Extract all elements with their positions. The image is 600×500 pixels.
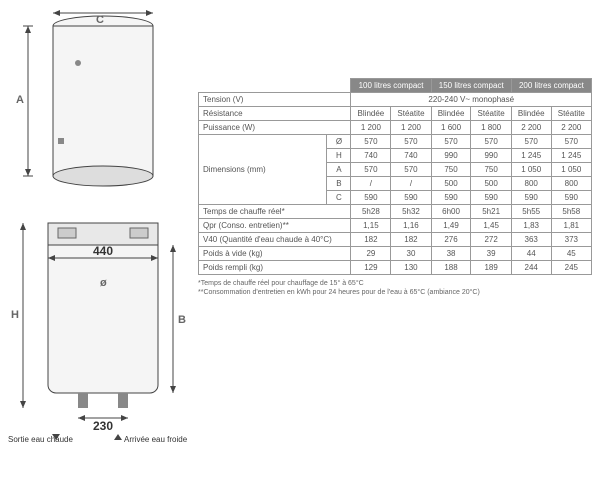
- row-tension: Tension (V): [199, 93, 351, 107]
- diagram-top: A C: [8, 8, 188, 208]
- table-row: Temps de chauffe réel* 5h285h32 6h005h21…: [199, 205, 592, 219]
- row-chauffe: Temps de chauffe réel*: [199, 205, 351, 219]
- dim-230: 230: [93, 419, 113, 433]
- diagram-front: 440 ø H B 230 Sortie eau chaude Arrivée …: [8, 208, 188, 448]
- diagram-panel: A C 440 ø H B 23: [8, 8, 198, 492]
- spec-table-area: 100 litres compact 150 litres compact 20…: [198, 8, 592, 492]
- row-qpr: Qpr (Conso. entretien)**: [199, 219, 351, 233]
- arrow-up-icon: [114, 434, 122, 440]
- col-100: 100 litres compact: [351, 79, 431, 93]
- legend-out: Sortie eau chaude: [8, 435, 73, 444]
- col-200: 200 litres compact: [511, 79, 591, 93]
- footnote-1: *Temps de chauffe réel pour chauffage de…: [198, 279, 592, 288]
- row-dimensions: Dimensions (mm): [199, 135, 327, 205]
- footnote-2: **Consommation d'entretien en kWh pour 2…: [198, 288, 592, 297]
- dim-B: B: [178, 314, 186, 326]
- spec-table: 100 litres compact 150 litres compact 20…: [198, 78, 592, 275]
- table-row: Qpr (Conso. entretien)** 1,151,16 1,491,…: [199, 219, 592, 233]
- dim-H: H: [11, 309, 19, 321]
- table-row: Tension (V) 220-240 V~ monophasé: [199, 93, 592, 107]
- table-row: 100 litres compact 150 litres compact 20…: [199, 79, 592, 93]
- row-v40: V40 (Quantité d'eau chaude à 40°C): [199, 233, 351, 247]
- table-row: V40 (Quantité d'eau chaude à 40°C) 18218…: [199, 233, 592, 247]
- table-row: Dimensions (mm) Ø 570570 570570 570570: [199, 135, 592, 149]
- dim-A: A: [16, 94, 24, 106]
- legend-in: Arrivée eau froide: [124, 435, 188, 444]
- dim-440: 440: [93, 244, 113, 258]
- col-150: 150 litres compact: [431, 79, 511, 93]
- row-vide: Poids à vide (kg): [199, 247, 351, 261]
- footnotes: *Temps de chauffe réel pour chauffage de…: [198, 279, 592, 297]
- dim-diam: ø: [100, 277, 107, 289]
- row-rempli: Poids rempli (kg): [199, 261, 351, 275]
- table-row: Poids rempli (kg) 129130 188189 244245: [199, 261, 592, 275]
- table-row: Puissance (W) 1 2001 200 1 6001 800 2 20…: [199, 121, 592, 135]
- row-resistance: Résistance: [199, 107, 351, 121]
- table-row: Poids à vide (kg) 2930 3839 4445: [199, 247, 592, 261]
- row-puissance: Puissance (W): [199, 121, 351, 135]
- dim-C: C: [96, 14, 104, 26]
- table-row: Résistance Blindée Stéatite Blindée Stéa…: [199, 107, 592, 121]
